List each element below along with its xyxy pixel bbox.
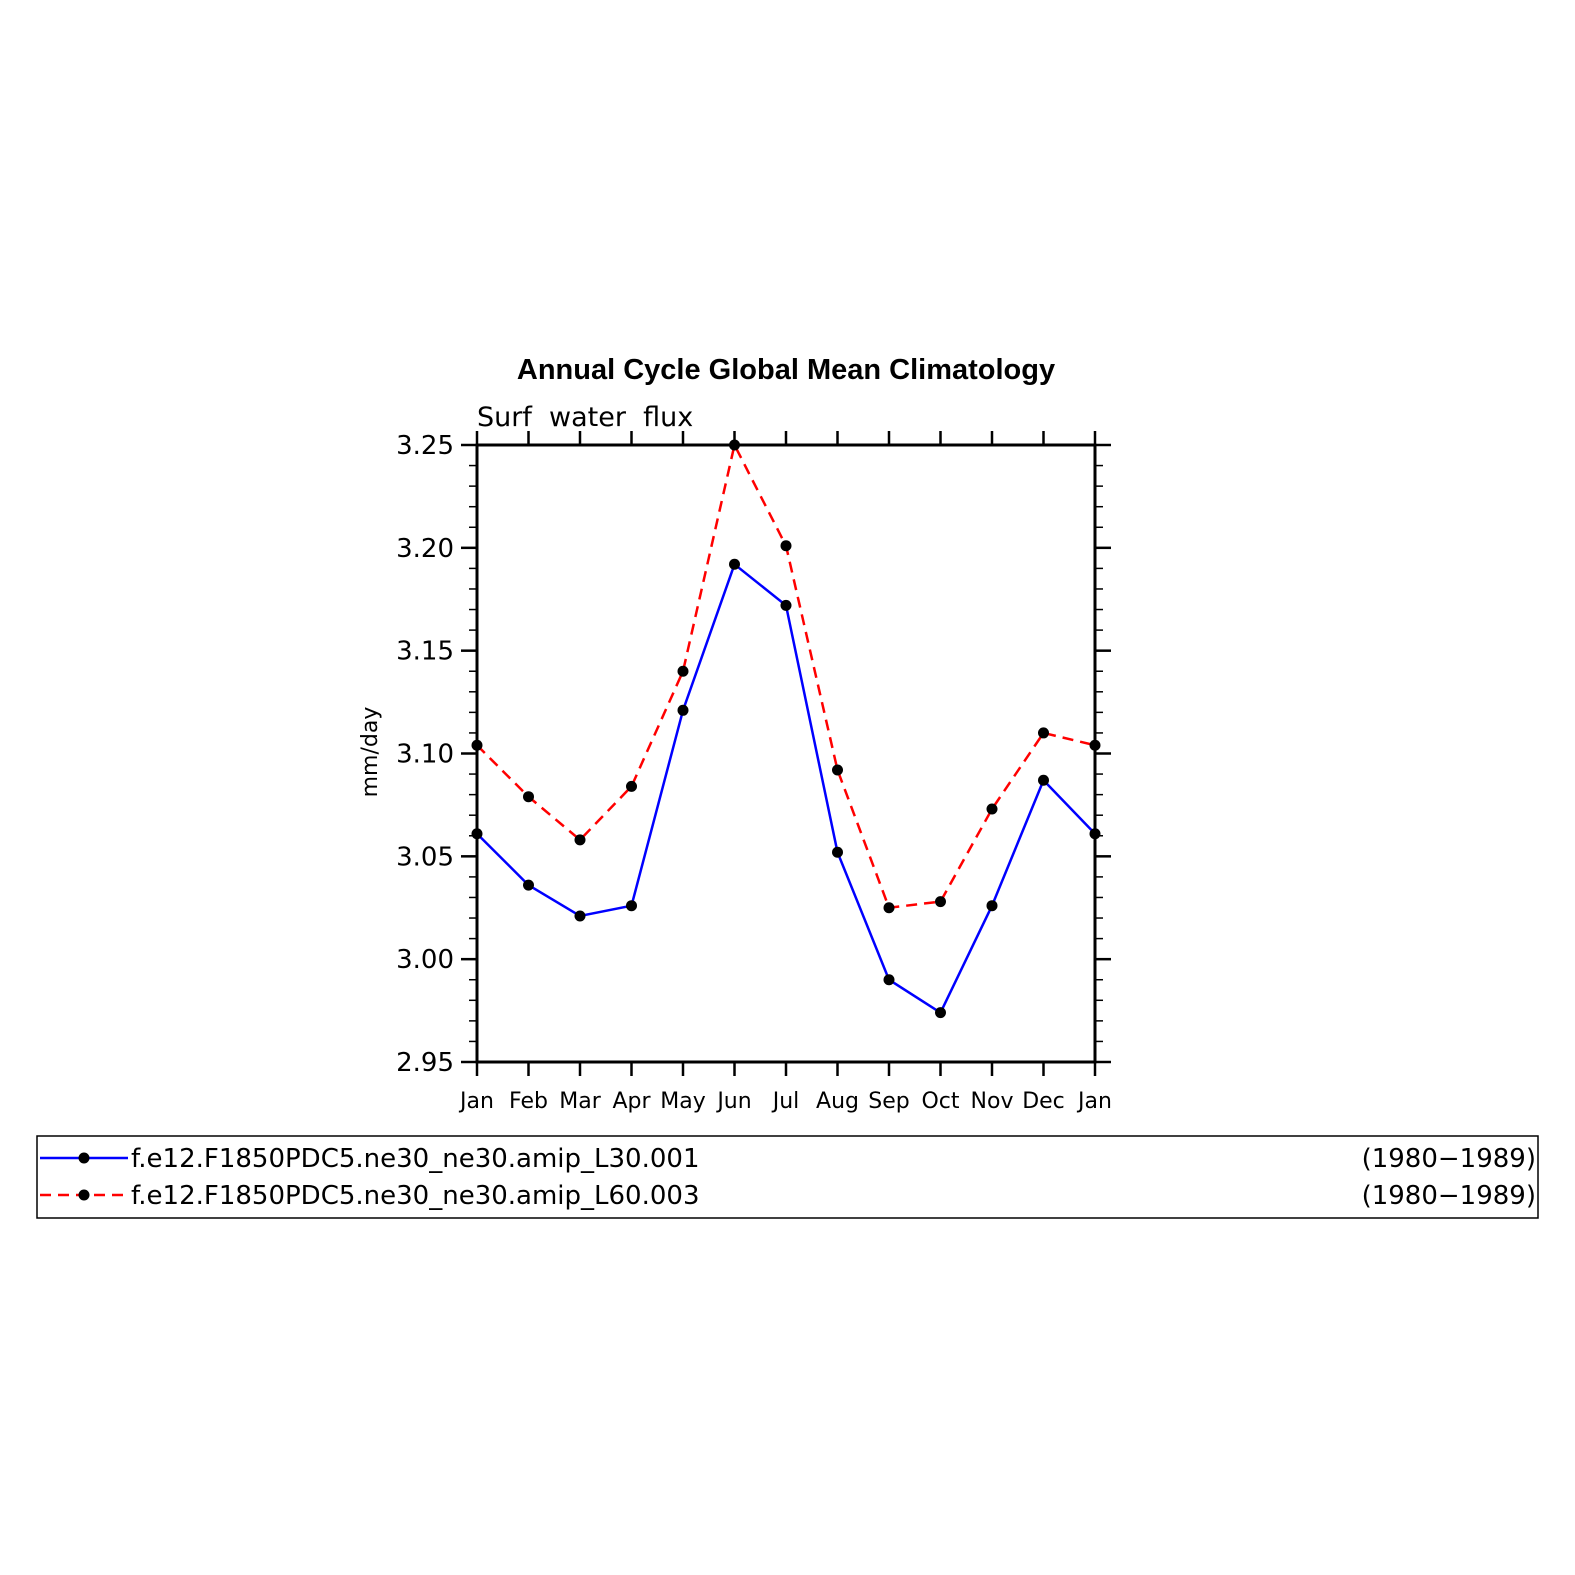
y-axis-label: mm/day xyxy=(358,707,383,798)
x-tick-label: Jan xyxy=(1076,1089,1112,1114)
x-tick-label: Jan xyxy=(458,1089,494,1114)
series-1-point xyxy=(1038,774,1049,786)
legend-period-1: (1980−1989) xyxy=(1362,1144,1536,1174)
legend-entry-1: f.e12.F1850PDC5.ne30_ne30.amip_L30.001 (… xyxy=(40,1144,1536,1174)
series-2-point xyxy=(677,665,689,677)
x-tick-label: Feb xyxy=(509,1089,548,1114)
series-1-point xyxy=(935,1007,946,1019)
series-line-2 xyxy=(476,441,1096,910)
y-tick-label: 3.25 xyxy=(396,431,454,461)
plot-frame xyxy=(475,443,1097,1064)
legend-entry-2: f.e12.F1850PDC5.ne30_ne30.amip_L60.003 (… xyxy=(40,1181,1536,1211)
y-tick-labels: 2.95 3.00 3.05 3.10 3.15 3.20 3.25 xyxy=(396,431,454,1078)
series-markers xyxy=(471,439,1101,1019)
y-tick-label: 3.00 xyxy=(396,945,454,975)
series-lines xyxy=(476,441,1096,1015)
x-tick-label: May xyxy=(660,1089,705,1114)
y-tick-label: 3.05 xyxy=(396,842,454,872)
x-tick-label: Jul xyxy=(771,1089,800,1114)
series-2-point xyxy=(832,764,843,776)
series-1-point xyxy=(832,846,843,858)
x-tick-label: Nov xyxy=(971,1089,1014,1114)
legend-period-2: (1980−1989) xyxy=(1362,1181,1536,1211)
series-2-point xyxy=(1038,727,1049,739)
y-tick-label: 3.10 xyxy=(396,740,454,770)
series-2-point xyxy=(883,902,895,914)
legend: f.e12.F1850PDC5.ne30_ne30.amip_L30.001 (… xyxy=(36,1135,1539,1219)
chart-subtitle: Surf water flux xyxy=(477,402,693,433)
x-tick-label: Aug xyxy=(816,1089,859,1114)
legend-box xyxy=(36,1135,1539,1219)
axis-ticks xyxy=(461,431,1111,1076)
x-tick-label: Dec xyxy=(1022,1089,1065,1114)
series-2-point xyxy=(986,803,998,815)
x-tick-label: Oct xyxy=(921,1089,959,1114)
series-1-point xyxy=(523,879,534,891)
x-tick-label: Jun xyxy=(715,1089,751,1114)
y-tick-label: 3.20 xyxy=(396,534,454,564)
series-1-point xyxy=(574,910,586,922)
series-1-point xyxy=(780,599,792,611)
series-1-point xyxy=(729,558,740,570)
series-2-point xyxy=(523,791,534,803)
series-2-point xyxy=(780,540,792,552)
chart-title: Annual Cycle Global Mean Climatology xyxy=(517,354,1055,386)
series-2-point xyxy=(935,896,946,908)
y-tick-label: 3.15 xyxy=(396,637,454,667)
series-1-point xyxy=(986,900,998,912)
series-line-1 xyxy=(476,562,1096,1015)
series-2-point xyxy=(574,834,586,846)
series-2-point xyxy=(626,780,637,792)
legend-label-2: f.e12.F1850PDC5.ne30_ne30.amip_L60.003 xyxy=(131,1181,699,1211)
legend-label-1: f.e12.F1850PDC5.ne30_ne30.amip_L30.001 xyxy=(131,1144,699,1174)
series-1-point xyxy=(883,974,895,986)
x-tick-label: Sep xyxy=(868,1089,909,1114)
x-tick-label: Mar xyxy=(559,1089,601,1114)
y-tick-label: 2.95 xyxy=(396,1048,454,1078)
legend-marker-2 xyxy=(78,1189,90,1201)
legend-marker-1 xyxy=(78,1152,90,1164)
x-tick-label: Apr xyxy=(612,1089,651,1114)
series-1-point xyxy=(677,704,689,716)
x-tick-labels: Jan Feb Mar Apr May Jun Jul Aug Sep Oct Nov Dec Jan xyxy=(458,1089,1112,1114)
series-1-point xyxy=(626,900,637,912)
